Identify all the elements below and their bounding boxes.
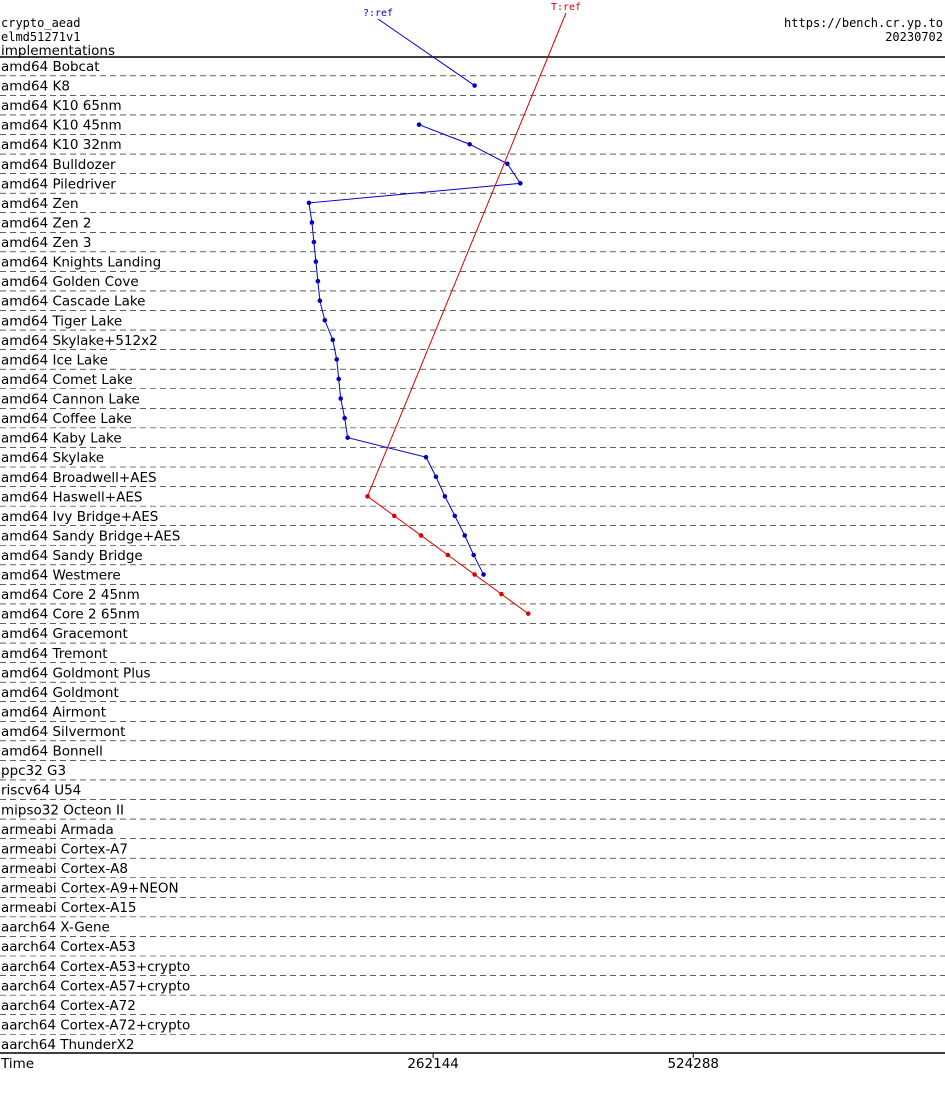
data-point [445, 552, 451, 558]
data-point [330, 337, 336, 343]
data-point [518, 181, 523, 186]
row-label: aarch64 X-Gene [1, 920, 110, 936]
row-label: amd64 Kaby Lake [1, 431, 122, 447]
row-label: amd64 Bobcat [1, 59, 100, 75]
row-label: amd64 Skylake [1, 450, 104, 466]
row-label: amd64 Zen 2 [1, 215, 91, 231]
data-point [505, 161, 510, 167]
header-right: https://bench.cr.yp.to [784, 16, 943, 30]
row-label: armeabi Cortex-A9+NEON [1, 881, 179, 897]
data-point [315, 278, 321, 284]
label-connector [377, 18, 475, 86]
label-connector [367, 12, 567, 497]
row-label: amd64 Tremont [1, 646, 108, 662]
series-line [308, 124, 522, 575]
row-label: aarch64 Cortex-A53 [1, 939, 136, 955]
row-label: aarch64 ThunderX2 [1, 1037, 134, 1053]
row-label: amd64 Sandy Bridge+AES [1, 528, 180, 544]
row-label: amd64 Zen [1, 196, 79, 212]
data-point [309, 220, 315, 225]
data-point [313, 259, 319, 264]
data-point [322, 317, 328, 323]
data-point [336, 376, 342, 382]
data-point [334, 357, 340, 362]
row-label: amd64 Airmont [1, 704, 106, 720]
row-label: amd64 Ice Lake [1, 352, 108, 368]
row-label: aarch64 Cortex-A53+crypto [1, 959, 190, 975]
row-label: amd64 Cascade Lake [1, 294, 146, 310]
data-point [338, 396, 343, 401]
data-point [442, 494, 448, 499]
row-label: aarch64 Cortex-A72 [1, 998, 136, 1014]
row-label: amd64 Bulldozer [1, 157, 116, 173]
data-point [423, 454, 429, 460]
x-tick-label: 524288 [667, 1056, 719, 1072]
row-label: amd64 Core 2 45nm [1, 587, 140, 603]
row-label: amd64 Coffee Lake [1, 411, 132, 427]
data-point [433, 474, 439, 480]
row-label: amd64 Tiger Lake [1, 313, 122, 329]
data-point [472, 572, 477, 577]
row-label: amd64 Westmere [1, 568, 121, 584]
data-point [391, 513, 397, 519]
data-point [311, 239, 317, 245]
row-label: amd64 Knights Landing [1, 255, 161, 271]
header-left: elmd51271v1 [1, 30, 80, 44]
row-label: amd64 Skylake+512x2 [1, 333, 158, 349]
data-point [499, 591, 504, 597]
row-label: ppc32 G3 [1, 763, 66, 779]
row-label: amd64 Sandy Bridge [1, 548, 143, 564]
row-label: armeabi Cortex-A8 [1, 861, 128, 877]
row-label: amd64 Golden Cove [1, 274, 139, 290]
header-right: 20230702 [885, 30, 943, 44]
row-label: amd64 K8 [1, 79, 70, 95]
row-label: armeabi Armada [1, 822, 114, 838]
data-point [345, 435, 350, 440]
row-label: armeabi Cortex-A7 [1, 841, 128, 857]
header-left: implementations [1, 43, 115, 59]
row-label: aarch64 Cortex-A72+crypto [1, 1017, 190, 1033]
data-point [471, 552, 476, 558]
data-point [462, 533, 468, 538]
row-label: amd64 Ivy Bridge+AES [1, 509, 158, 525]
data-point [342, 415, 347, 421]
data-point [452, 513, 458, 519]
series-label: T:ref [551, 2, 581, 13]
row-label: amd64 Comet Lake [1, 372, 133, 388]
row-label: amd64 Zen 3 [1, 235, 91, 251]
row-label: amd64 Bonnell [1, 744, 103, 760]
header-left: crypto_aead [1, 16, 80, 30]
row-label: amd64 Core 2 65nm [1, 607, 140, 623]
row-label: amd64 Gracemont [1, 626, 128, 642]
data-point [467, 141, 472, 147]
data-point [306, 200, 312, 206]
row-label: riscv64 U54 [1, 783, 81, 799]
row-label: aarch64 Cortex-A57+crypto [1, 978, 190, 994]
data-point [416, 122, 422, 127]
row-label: mipso32 Octeon II [1, 802, 124, 818]
data-point [418, 533, 424, 538]
row-label: armeabi Cortex-A15 [1, 900, 137, 916]
data-point [525, 611, 531, 616]
row-label: amd64 Goldmont [1, 685, 119, 701]
x-axis-label: Time [0, 1056, 34, 1072]
row-label: amd64 Piledriver [1, 176, 116, 192]
series-label: ?:ref [363, 8, 393, 19]
row-label: amd64 Haswell+AES [1, 489, 142, 505]
data-point [317, 298, 323, 304]
row-label: amd64 Broadwell+AES [1, 470, 157, 486]
data-point [481, 572, 486, 577]
row-label: amd64 K10 45nm [1, 118, 122, 134]
row-label: amd64 K10 65nm [1, 98, 122, 114]
row-label: amd64 K10 32nm [1, 137, 122, 153]
row-label: amd64 Silvermont [1, 724, 125, 740]
row-label: amd64 Cannon Lake [1, 392, 140, 408]
x-tick-label: 262144 [407, 1056, 459, 1072]
row-label: amd64 Goldmont Plus [1, 665, 151, 681]
